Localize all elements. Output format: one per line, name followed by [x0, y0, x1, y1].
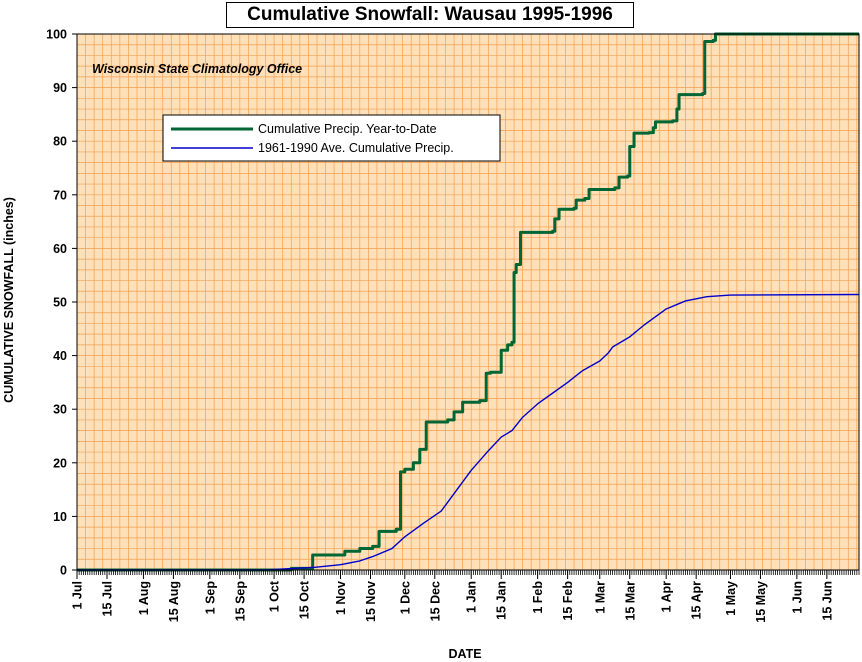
y-tick-label: 40 [53, 349, 67, 363]
y-tick-label: 70 [53, 188, 67, 202]
y-tick-label: 100 [46, 28, 67, 42]
x-tick-label: 1 Oct [268, 580, 282, 612]
x-tick-label: 15 Nov [364, 581, 378, 622]
x-tick-label: 15 Dec [428, 581, 442, 621]
y-tick-label: 90 [53, 81, 67, 95]
x-tick-label: 1 Apr [660, 581, 674, 613]
x-tick-label: 15 Jul [100, 581, 114, 616]
x-axis-label: DATE [448, 647, 481, 661]
y-tick-label: 10 [53, 510, 67, 524]
x-tick-label: 1 Jul [71, 581, 85, 610]
y-axis-label: CUMULATIVE SNOWFALL (inches) [2, 197, 16, 403]
y-tick-label: 60 [53, 242, 67, 256]
x-tick-label: 15 Feb [561, 581, 575, 621]
x-tick-label: 1 Mar [593, 581, 607, 614]
x-tick-label: 15 Jun [820, 581, 834, 621]
legend: Cumulative Precip. Year-to-Date 1961-199… [162, 114, 501, 162]
x-tick-label: 1 Sep [203, 581, 217, 615]
legend-box [162, 114, 501, 162]
x-tick-label: 15 Oct [298, 580, 312, 619]
y-tick-label: 50 [53, 296, 67, 310]
x-tick-label: 15 Mar [623, 581, 637, 621]
x-tick-label: 1 Dec [398, 581, 412, 614]
x-tick-label: 15 May [754, 581, 768, 623]
x-tick-label: 15 Sep [233, 581, 247, 622]
source-note: Wisconsin State Climatology Office [92, 62, 302, 76]
y-tick-label: 30 [53, 403, 67, 417]
x-tick-label: 1 Aug [137, 581, 151, 615]
x-tick-label: 15 Aug [167, 581, 181, 622]
y-tick-label: 0 [60, 564, 67, 578]
x-tick-label: 1 Nov [334, 581, 348, 615]
x-tick-label: 15 Jan [495, 581, 509, 620]
x-tick-label: 15 Apr [690, 581, 704, 620]
legend-label-average: 1961-1990 Ave. Cumulative Precip. [258, 141, 454, 155]
chart-title: Cumulative Snowfall: Wausau 1995-1996 [226, 2, 634, 28]
y-tick-label: 80 [53, 135, 67, 149]
legend-label-cumulative: Cumulative Precip. Year-to-Date [258, 122, 437, 136]
x-tick-label: 1 Jun [790, 581, 804, 614]
axes: 0 10 20 30 40 50 60 70 80 90 100 1 Jul 15 Jul 1 Aug 15… [46, 28, 860, 623]
series-lines [77, 32, 860, 572]
series-line-cumulative [77, 32, 859, 572]
series-line-average [77, 293, 860, 571]
y-tick-label: 20 [53, 456, 67, 470]
x-tick-label: 1 May [724, 581, 738, 616]
x-tick-label: 1 Jan [465, 581, 479, 613]
x-tick-label: 1 Feb [531, 581, 545, 614]
